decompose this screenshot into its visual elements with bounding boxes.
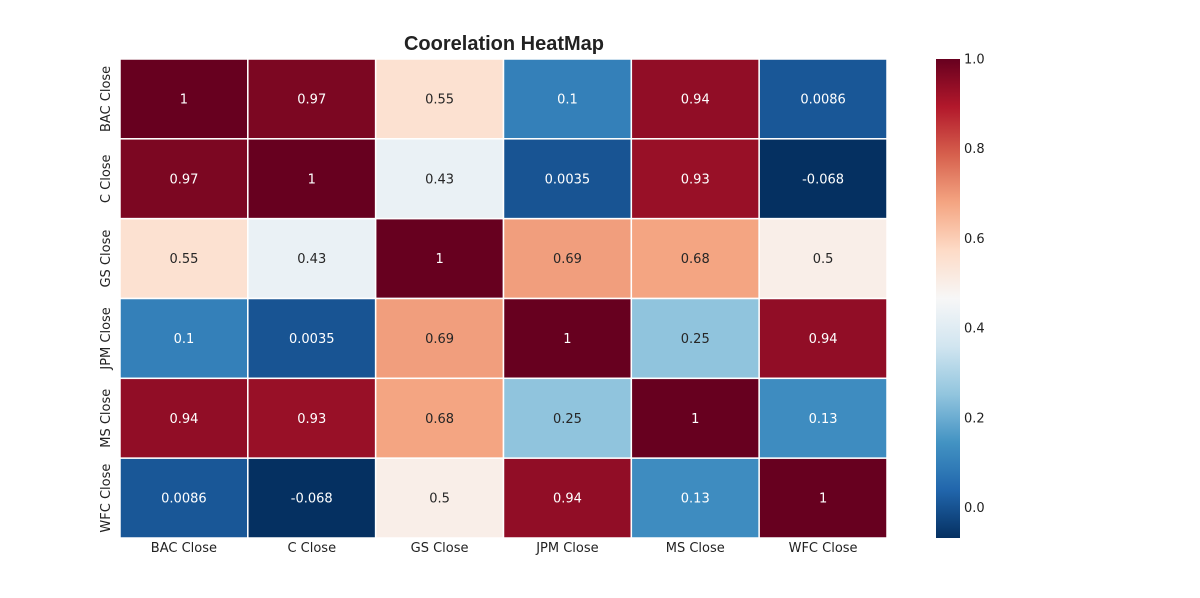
colorbar-gradient	[936, 59, 960, 538]
cell-value-label: 0.43	[297, 252, 326, 267]
cell-value-label: 1	[308, 172, 316, 187]
x-tick-label: GS Close	[411, 541, 469, 556]
x-tick-label: WFC Close	[789, 541, 858, 556]
cell-value-label: 0.0086	[800, 92, 846, 107]
cell-value-label: -0.068	[802, 172, 844, 187]
x-tick-label: C Close	[287, 541, 336, 556]
cell-value-label: 0.0035	[289, 332, 335, 347]
y-tick-label: C Close	[99, 154, 114, 203]
cell-value-label: 0.1	[174, 332, 195, 347]
heatmap-cell	[247, 217, 377, 300]
heatmap-cell	[502, 217, 633, 300]
y-tick-label: GS Close	[99, 230, 114, 288]
heatmap-cell	[119, 58, 249, 140]
cell-value-label: 0.94	[553, 492, 582, 507]
heatmap-cell	[502, 377, 633, 459]
heatmap-cell	[119, 457, 249, 539]
y-tick-label: JPM Close	[99, 307, 114, 370]
heatmap-cell	[247, 138, 377, 220]
cell-value-label: -0.068	[291, 492, 333, 507]
heatmap-cells: 1 0.97 0.55 0.1 0.94 0.0086 0.97 1 0.43 0.0035 0.9…	[119, 58, 888, 539]
y-tick-label: BAC Close	[99, 66, 114, 132]
cell-value-label: 0.0086	[161, 492, 207, 507]
heatmap-cell	[758, 138, 888, 220]
heatmap-cell	[630, 377, 760, 459]
colorbar-tick-label: 0.8	[964, 142, 985, 157]
heatmap-cell	[758, 58, 888, 140]
cell-value-label: 0.97	[297, 92, 326, 107]
cell-value-label: 0.25	[553, 412, 582, 427]
cell-value-label: 0.25	[681, 332, 710, 347]
cell-value-label: 0.69	[425, 332, 454, 347]
cell-value-label: 0.68	[425, 412, 454, 427]
heatmap-cell	[119, 297, 249, 380]
heatmap-cell	[374, 377, 505, 459]
cell-value-label: 0.69	[553, 252, 582, 267]
heatmap-cell	[758, 297, 888, 380]
cell-value-label: 0.5	[429, 492, 450, 507]
heatmap-cell	[630, 297, 760, 380]
cell-value-label: 0.97	[169, 172, 198, 187]
cell-value-label: 0.43	[425, 172, 454, 187]
cell-value-label: 0.55	[425, 92, 454, 107]
heatmap-cell	[630, 217, 760, 300]
cell-value-label: 1	[435, 252, 443, 267]
cell-value-label: 0.0035	[545, 172, 591, 187]
y-tick-label: WFC Close	[99, 464, 114, 533]
heatmap-cell	[247, 297, 377, 380]
y-tick-label: MS Close	[99, 389, 114, 448]
y-axis-tick-labels: BAC Close C Close GS Close JPM Close MS Clos…	[99, 66, 114, 533]
heatmap-cell	[502, 138, 633, 220]
heatmap-cell	[758, 457, 888, 539]
cell-value-label: 0.13	[809, 412, 838, 427]
colorbar-tick-label: 0.4	[964, 322, 985, 337]
cell-value-label: 1	[691, 412, 699, 427]
cell-value-label: 1	[819, 492, 827, 507]
x-tick-label: JPM Close	[535, 541, 598, 556]
cell-value-label: 0.13	[681, 492, 710, 507]
colorbar-tick-label: 0.2	[964, 411, 985, 426]
chart-title: Coorelation HeatMap	[404, 33, 604, 55]
cell-value-label: 0.1	[557, 92, 578, 107]
x-tick-label: BAC Close	[151, 541, 217, 556]
cell-value-label: 1	[563, 332, 571, 347]
heatmap-cell	[247, 58, 377, 140]
cell-value-label: 0.55	[169, 252, 198, 267]
heatmap-cell	[374, 297, 505, 380]
colorbar: 0.0 0.2 0.4 0.6 0.8 1.0	[936, 53, 985, 538]
heatmap-cell	[502, 58, 633, 140]
heatmap-cell	[502, 297, 633, 380]
heatmap-cell	[758, 217, 888, 300]
cell-value-label: 0.5	[813, 252, 834, 267]
heatmap-cell	[119, 377, 249, 459]
cell-value-label: 1	[180, 92, 188, 107]
heatmap-cell	[374, 58, 505, 140]
cell-value-label: 0.93	[681, 172, 710, 187]
colorbar-tick-label: 0.6	[964, 232, 985, 247]
x-tick-label: MS Close	[666, 541, 725, 556]
cell-value-label: 0.94	[809, 332, 838, 347]
colorbar-tick-label: 1.0	[964, 53, 985, 68]
cell-value-label: 0.94	[681, 92, 710, 107]
cell-value-label: 0.93	[297, 412, 326, 427]
heatmap-cell	[502, 457, 633, 539]
x-axis-tick-labels: BAC Close C Close GS Close JPM Close MS Clos…	[151, 541, 858, 556]
cell-value-label: 0.68	[681, 252, 710, 267]
heatmap-cell	[630, 457, 760, 539]
heatmap-cell	[758, 377, 888, 459]
colorbar-tick-label: 0.0	[964, 501, 985, 516]
cell-value-label: 0.94	[169, 412, 198, 427]
